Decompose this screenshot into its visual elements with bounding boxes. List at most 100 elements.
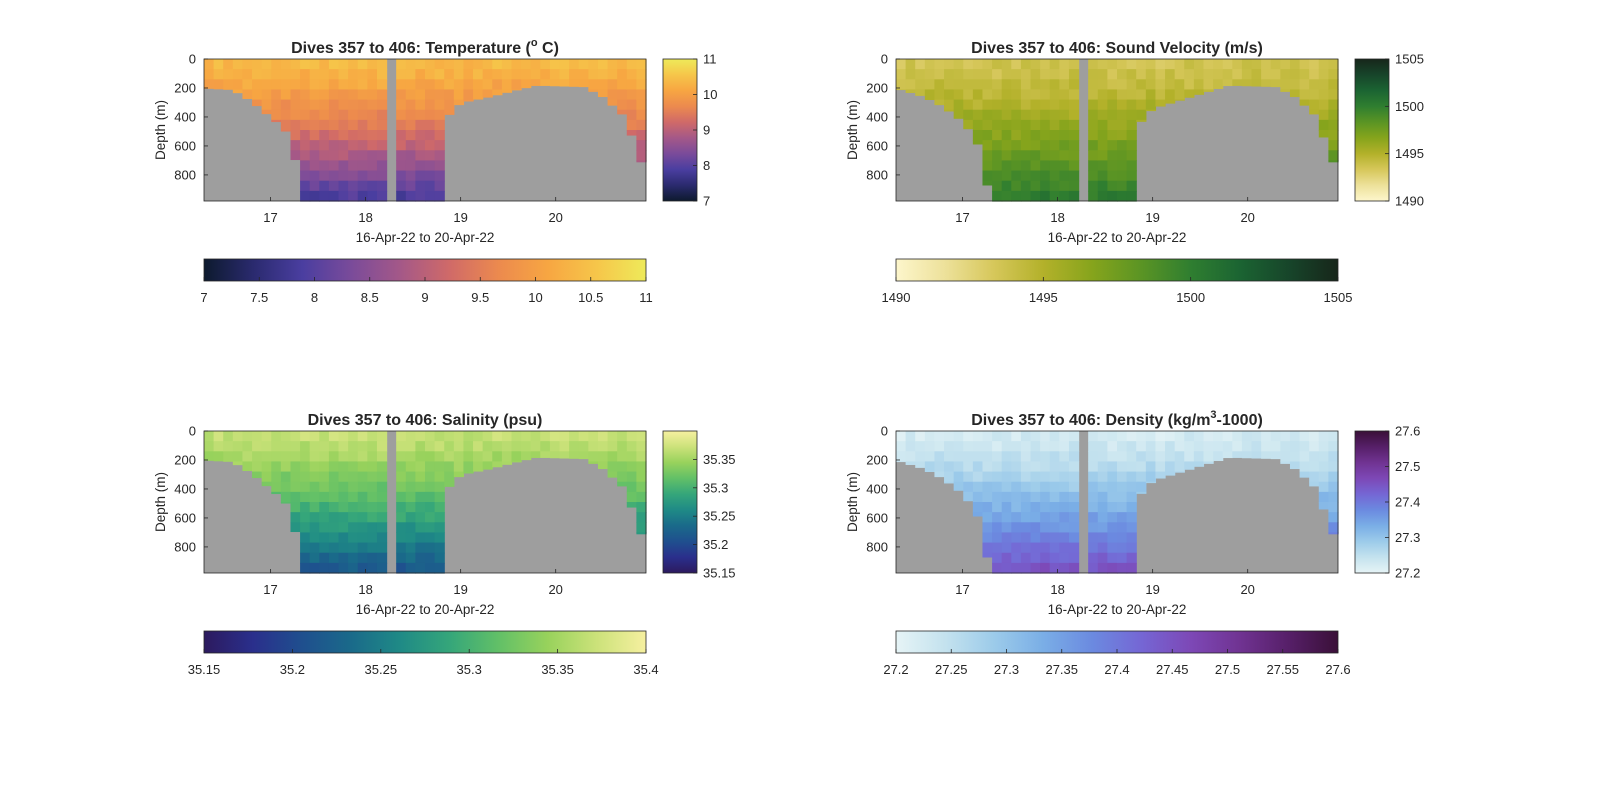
axes-box [895,58,1339,202]
y-axis-label: Depth (m) [153,472,168,532]
y-tick-label: 400 [174,481,196,496]
heatmap-cell [953,451,964,463]
heatmap-cell [425,99,436,111]
heatmap-cell [1049,180,1060,192]
heatmap-cell [1232,59,1243,70]
heatmap-cell [1145,79,1157,91]
heatmap-cell [992,109,1003,121]
heatmap-cell [232,79,244,91]
heatmap-cell [1107,160,1118,172]
heatmap-cell [328,99,340,111]
heatmap-cell [348,562,359,574]
heatmap-cell [405,441,416,452]
heatmap-cell [992,119,1003,131]
heatmap-cell [348,150,359,162]
heatmap-cell [1040,502,1051,513]
heatmap-cell [1318,79,1329,91]
heatmap-cell [357,150,368,162]
heatmap-cell [1155,89,1166,101]
heatmap-cell [1040,190,1051,202]
heatmap-cell [405,160,416,172]
heatmap-cell [1059,481,1070,493]
heatmap-cell [1097,130,1108,141]
heatmap-cell [915,69,926,80]
heatmap-cell [1251,59,1262,70]
heatmap-cell [405,89,416,101]
heatmap-cell [463,79,474,91]
heatmap-cell [905,79,916,91]
colorbar-right-label: 27.6 [1395,424,1420,439]
heatmap-cell [1088,180,1099,192]
heatmap-cell [972,491,984,503]
heatmap-cell [1068,59,1080,70]
heatmap-cell [1289,89,1301,98]
heatmap-cell [1001,431,1012,442]
heatmap-cell [1328,59,1339,70]
heatmap-cell [607,431,618,442]
heatmap-cell [1184,89,1195,98]
colorbar-bottom-label: 27.4 [1104,662,1129,677]
heatmap-cell [934,461,945,473]
heatmap-cell [1328,502,1339,513]
heatmap-cell [1107,552,1118,564]
heatmap-cell [972,481,984,493]
heatmap-cell [597,431,609,442]
heatmap-cell [1145,99,1157,111]
heatmap-cell [1030,542,1041,554]
heatmap-cell [444,441,455,452]
heatmap-cell [473,89,484,100]
heatmap-cell [1107,79,1118,91]
heatmap-cell [425,522,436,534]
heatmap-cell [1011,140,1022,151]
heatmap-cell [1328,451,1339,463]
heatmap-cell [1040,471,1051,483]
heatmap-cell [1049,522,1060,534]
heatmap-cell [1068,532,1080,544]
heatmap-cell [1107,481,1118,493]
heatmap-cell [1289,441,1301,452]
heatmap-cell [396,461,407,473]
heatmap-cell [1222,59,1233,70]
heatmap-cell [924,461,936,472]
heatmap-cell [569,451,580,459]
heatmap-cell [482,79,493,91]
heatmap-cell [1289,431,1301,442]
heatmap-cell [405,130,416,141]
heatmap-cell [559,79,570,87]
heatmap-cell [521,431,532,442]
heatmap-cell [982,140,993,151]
heatmap-cell [280,441,292,452]
heatmap-cell [924,451,936,463]
heatmap-cell [223,79,234,90]
heatmap-cell [1289,69,1301,80]
heatmap-cell [1107,441,1118,452]
heatmap-cell [626,109,637,121]
heatmap-cell [405,471,416,483]
heatmap-cell [405,190,416,202]
heatmap-cell [405,59,416,70]
title-main: Dives 357 to 406: Density (kg/m [971,412,1210,429]
colorbar-right-label: 1505 [1395,52,1424,67]
heatmap-cell [1174,59,1185,70]
heatmap-cell [1145,69,1157,80]
heatmap-cell [1117,89,1128,101]
heatmap-cell [348,190,359,202]
heatmap-cell [319,461,330,473]
heatmap-cell [944,441,955,452]
heatmap-cell [982,532,993,544]
heatmap-cell [1020,140,1032,151]
heatmap-cell [1126,542,1137,554]
heatmap-cell [1020,109,1032,121]
heatmap-cell [367,59,378,70]
heatmap-cell [357,481,368,493]
heatmap-cell [1059,190,1070,202]
heatmap-cell [319,190,330,202]
heatmap-cell [1011,532,1022,544]
heatmap-cell [309,431,320,442]
chart-title: Dives 357 to 406: Salinity (psu) [308,412,543,429]
heatmap-cell [982,79,993,91]
heatmap-cell [992,542,1003,554]
heatmap-cell [492,89,503,96]
heatmap-cell [636,532,647,535]
